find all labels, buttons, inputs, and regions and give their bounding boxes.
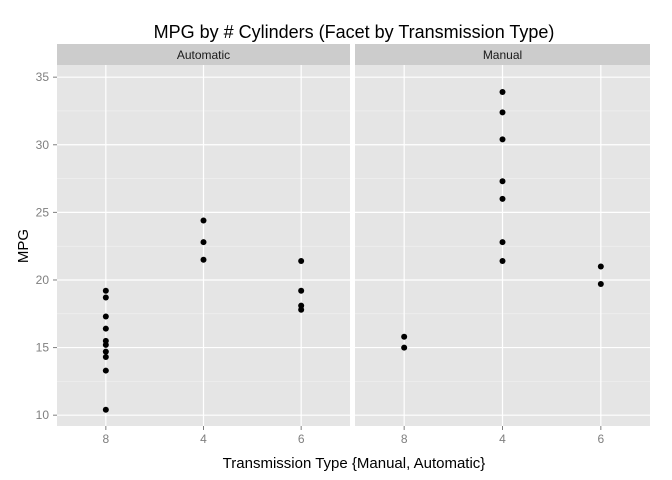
x-tick-label: 4 [200, 432, 207, 446]
y-tick-label: 20 [36, 273, 50, 287]
facet-strip [355, 44, 650, 65]
data-point [200, 217, 207, 224]
chart-title: MPG by # Cylinders (Facet by Transmissio… [154, 22, 555, 42]
data-point [102, 406, 109, 413]
facet-strip-label: Automatic [177, 48, 230, 62]
x-tick-label: 8 [102, 432, 109, 446]
data-point [499, 109, 506, 116]
data-point [102, 367, 109, 374]
y-tick-label: 30 [36, 138, 50, 152]
data-point [499, 258, 506, 265]
data-point [499, 178, 506, 185]
data-point [102, 287, 109, 294]
facet-strip-label: Manual [483, 48, 522, 62]
facet-strip [57, 44, 350, 65]
data-point [200, 239, 207, 246]
data-point [102, 354, 109, 361]
data-point [597, 263, 604, 270]
data-point [499, 89, 506, 96]
data-point [298, 306, 305, 313]
data-point [499, 136, 506, 143]
x-tick-label: 8 [401, 432, 408, 446]
y-axis-title: MPG [15, 229, 32, 263]
data-point [401, 344, 408, 351]
x-tick-label: 6 [597, 432, 604, 446]
data-point [499, 195, 506, 202]
data-point [102, 313, 109, 320]
data-point [102, 348, 109, 355]
x-axis-title: Transmission Type {Manual, Automatic} [223, 455, 486, 472]
y-tick-label: 10 [36, 408, 50, 422]
data-point [298, 287, 305, 294]
data-point [298, 258, 305, 265]
data-point [102, 294, 109, 301]
data-point [102, 341, 109, 348]
y-tick-label: 15 [36, 341, 50, 355]
data-point [102, 325, 109, 332]
y-tick-label: 35 [36, 70, 50, 84]
x-tick-label: 4 [499, 432, 506, 446]
data-point [499, 239, 506, 246]
data-point [597, 281, 604, 288]
x-tick-label: 6 [298, 432, 305, 446]
data-point [401, 333, 408, 340]
y-tick-label: 25 [36, 205, 50, 219]
data-point [200, 256, 207, 263]
